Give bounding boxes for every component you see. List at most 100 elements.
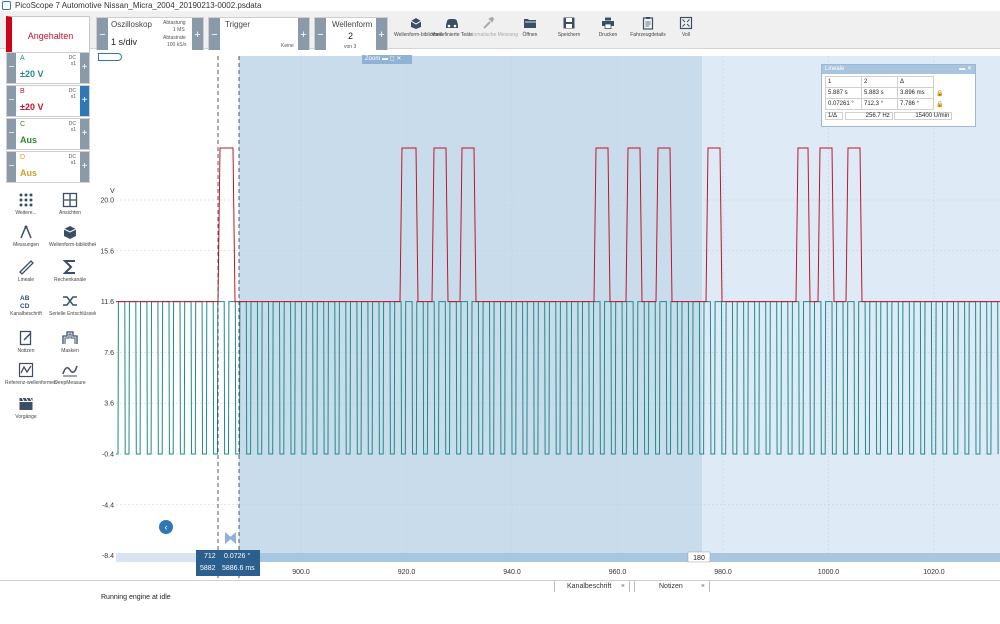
channel-c-control[interactable]: − C DC x1 Aus +: [6, 118, 90, 150]
channel-a-decrease-button[interactable]: −: [7, 53, 16, 83]
x-scrollbar-thumb[interactable]: [222, 553, 1000, 562]
channel-a-waveform: [116, 301, 999, 455]
print-button[interactable]: Drucken: [586, 14, 630, 48]
serial-decoding-button[interactable]: Serielle Entschlüsselung: [49, 293, 103, 317]
scope-graph[interactable]: V 20.015.611.67.63.6-0.4-4.4-8.4 180 8 9…: [96, 50, 1000, 580]
channel-a-trace: [116, 301, 999, 455]
waveform-library-button[interactable]: Wellenform-bibliothek: [394, 14, 442, 48]
ruler-time-delta: 3.896 ms: [897, 87, 934, 99]
predefined-tests-button[interactable]: Vordefinierte Tests: [430, 14, 474, 48]
channel-d-control[interactable]: − D DC x1 Aus +: [6, 151, 90, 183]
actions-button[interactable]: Vorgänge: [5, 396, 47, 420]
close-icon[interactable]: ×: [620, 583, 625, 590]
ruler-value-delta: 7.786 °: [897, 98, 934, 110]
channel-labels-label: Kanalbeschrift: [10, 311, 42, 317]
channel-b-increase-button[interactable]: +: [80, 86, 89, 116]
ruler-handle-left[interactable]: [225, 532, 232, 544]
channel-a-increase-button[interactable]: +: [80, 53, 89, 83]
timebase-decrease-button[interactable]: −: [97, 18, 108, 52]
timebase-increase-button[interactable]: +: [192, 18, 203, 52]
cursor-readout-value-1a: 712: [204, 553, 216, 560]
channel-a-range[interactable]: ±20 V: [20, 69, 44, 79]
grid-dots-icon: [19, 193, 33, 207]
print-label: Drucken: [598, 32, 618, 38]
ruler-value-1: 0.07261 °: [825, 98, 862, 110]
close-icon[interactable]: ×: [700, 583, 705, 590]
more-tools-label: Weitere...: [15, 210, 37, 216]
cursor-readout-value-1b: 0.0726 °: [224, 553, 251, 560]
notes-text[interactable]: Running engine at idle: [101, 594, 171, 601]
vehicle-details-button[interactable]: Fahrzeugdetails: [626, 14, 670, 48]
channel-d-decrease-button[interactable]: −: [7, 152, 16, 182]
side-waveform-library-button[interactable]: Wellenform-bibliothek: [49, 224, 97, 248]
ruler-handle-right[interactable]: [229, 532, 236, 544]
channel-c-increase-button[interactable]: +: [80, 119, 89, 149]
trigger-mode[interactable]: Keine: [281, 43, 294, 49]
channel-d-name: D: [20, 154, 26, 161]
print-icon: [602, 17, 614, 29]
notes-tool-label: Notizen: [17, 348, 35, 354]
x-scroll-marker: 180: [693, 555, 705, 562]
toolbar: Angehalten − Oszilloskop 1 s/div Abtastu…: [0, 11, 1000, 56]
scope-view[interactable]: V 20.015.611.67.63.6-0.4-4.4-8.4 180 8 9…: [96, 50, 1000, 580]
ruler-header-1: 1: [825, 76, 862, 88]
more-tools-button[interactable]: Weitere...: [5, 192, 47, 216]
rulers-panel-controls[interactable]: ▬ ✕: [959, 66, 972, 72]
library-icon: [63, 226, 77, 239]
trigger-prev-button[interactable]: −: [209, 18, 220, 52]
ruler-icon: [19, 260, 34, 275]
zoom-overview-widget[interactable]: Zoom ▬ ◻ ✕: [362, 55, 412, 64]
resolution-value[interactable]: 1 MS: [173, 27, 185, 33]
trigger-next-button[interactable]: +: [298, 18, 309, 52]
views-button[interactable]: Ansichten: [49, 192, 91, 216]
lock-icon[interactable]: 🔒: [936, 90, 944, 97]
channel-labels-button[interactable]: AB CD Kanalbeschrift: [5, 293, 47, 317]
channel-c-range[interactable]: Aus: [20, 135, 38, 145]
channel-a-coupling: DC x1: [68, 55, 76, 67]
run-stop-button[interactable]: Angehalten: [6, 16, 90, 56]
notes-panel[interactable]: Running engine at idle: [0, 592, 1000, 624]
channel-d-range[interactable]: Aus: [20, 168, 38, 178]
fullscreen-button[interactable]: Voll: [664, 14, 708, 48]
auto-measure-button[interactable]: Automatische Messung: [466, 14, 518, 48]
x-tick-label: 1000.0: [818, 569, 840, 576]
rulers-button[interactable]: Lineale: [5, 259, 47, 283]
rulers-panel-header[interactable]: Lineale ▬ ✕: [822, 65, 975, 74]
rulers-panel[interactable]: Lineale ▬ ✕ 1 2 Δ 5.887 s 5.883 s 3.896 …: [821, 64, 976, 127]
fullscreen-icon: [679, 16, 693, 30]
resolution-label: Abtastung: [163, 20, 186, 26]
ruler-cursors[interactable]: [217, 56, 240, 580]
trigger-marker[interactable]: [98, 53, 122, 61]
measurements-button[interactable]: Messungen: [5, 224, 47, 248]
channel-b-decrease-button[interactable]: −: [7, 86, 16, 116]
channel-b-range[interactable]: ±20 V: [20, 102, 44, 112]
trigger-group: − Trigger Keine +: [208, 17, 310, 53]
tab-channel-labels-label: Kanalbeschrift: [567, 583, 612, 590]
svg-text:CD: CD: [20, 303, 30, 309]
waveform-index[interactable]: 2: [348, 31, 354, 41]
notes-tool-button[interactable]: Notizen: [5, 330, 47, 354]
save-button[interactable]: Speichern: [547, 14, 591, 48]
masks-button[interactable]: Masken: [49, 330, 91, 354]
timebase-value[interactable]: 1 s/div: [111, 37, 138, 47]
trigger-label: Trigger: [225, 20, 251, 29]
waveform-prev-button[interactable]: −: [315, 18, 326, 52]
open-button[interactable]: Öffnen: [508, 14, 552, 48]
math-channels-button[interactable]: Rechenkanäle: [49, 259, 91, 283]
deepmeasure-button[interactable]: DeepMeasure: [49, 362, 91, 386]
channel-a-control[interactable]: − A DC x1 ±20 V +: [6, 52, 90, 84]
svg-text:AB: AB: [20, 295, 30, 302]
reference-icon: [18, 362, 34, 378]
lock-icon[interactable]: 🔒: [936, 101, 944, 108]
channel-c-name: C: [20, 121, 26, 128]
channel-b-control[interactable]: − B DC x1 ±20 V +: [6, 85, 90, 117]
scroll-left-button[interactable]: ‹: [159, 520, 173, 534]
rulers-table: 1 2 Δ 5.887 s 5.883 s 3.896 ms 🔒 0.07261…: [825, 76, 946, 110]
serial-icon: [63, 296, 77, 306]
channel-c-decrease-button[interactable]: −: [7, 119, 16, 149]
channel-d-increase-button[interactable]: +: [80, 152, 89, 182]
reference-waveforms-button[interactable]: Referenz-wellenformen: [5, 362, 57, 386]
waveform-next-button[interactable]: +: [376, 18, 387, 52]
auto-measure-label: Automatische Messung: [466, 32, 518, 38]
